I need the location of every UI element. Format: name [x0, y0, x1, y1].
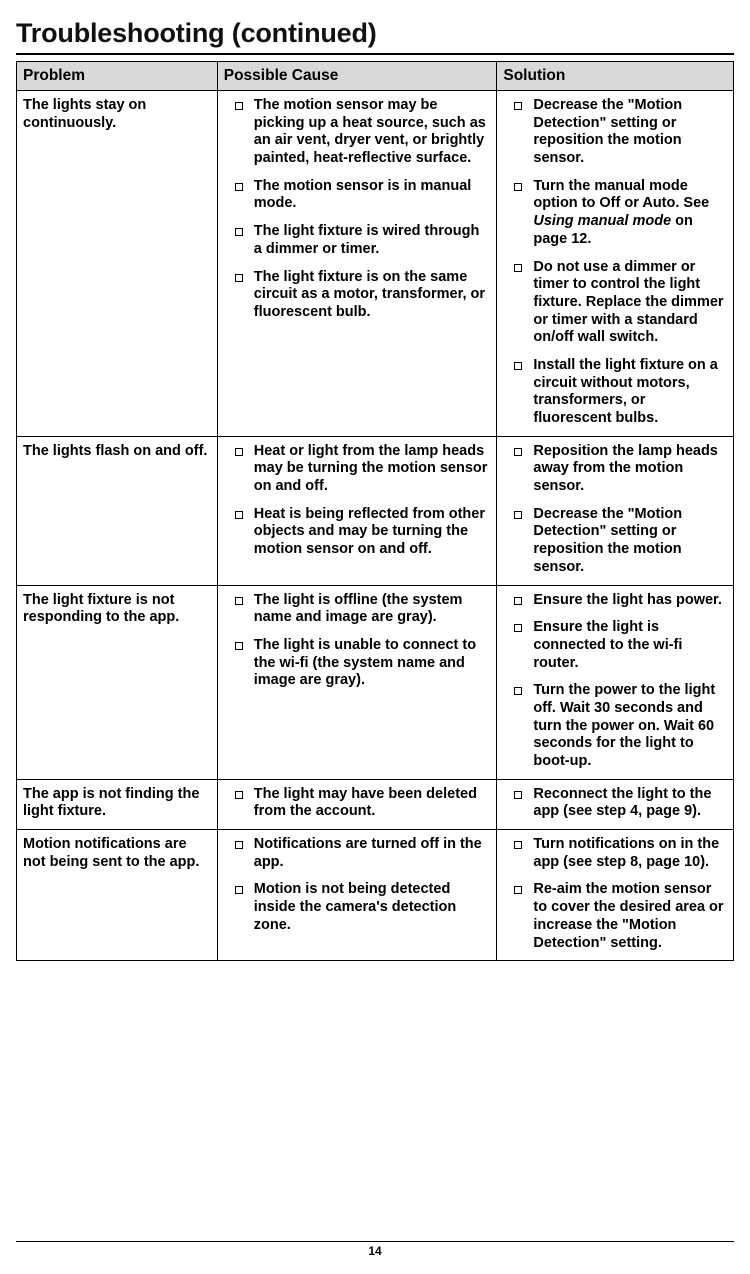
list-item: Decrease the "Motion Detection" setting … [503, 97, 727, 168]
list-item: The motion sensor may be picking up a he… [224, 97, 491, 168]
troubleshooting-table: Problem Possible Cause Solution The ligh… [16, 61, 734, 961]
list-item: Turn the power to the light off. Wait 30… [503, 682, 727, 770]
cause-list: Notifications are turned off in the app.… [224, 836, 491, 934]
problem-text: Motion notifications are not being sent … [23, 836, 211, 871]
cell-cause: Heat or light from the lamp heads may be… [217, 436, 497, 585]
page-title: Troubleshooting (continued) [16, 18, 734, 55]
table-row: The app is not finding the light fixture… [17, 779, 734, 829]
list-item: Heat is being reflected from other objec… [224, 506, 491, 559]
cell-cause: The light may have been deleted from the… [217, 779, 497, 829]
list-item: Decrease the "Motion Detection" setting … [503, 506, 727, 577]
page-number: 14 [16, 1244, 734, 1264]
cell-solution: Reconnect the light to the app (see step… [497, 779, 734, 829]
page-container: Troubleshooting (continued) Problem Poss… [0, 0, 750, 1274]
list-item: Reposition the lamp heads away from the … [503, 443, 727, 496]
cell-problem: The light fixture is not responding to t… [17, 585, 218, 779]
footer-rule [16, 1241, 734, 1242]
list-item: Reconnect the light to the app (see step… [503, 786, 727, 821]
list-item: Re-aim the motion sensor to cover the de… [503, 881, 727, 952]
problem-text: The lights stay on continuously. [23, 97, 211, 132]
cell-cause: The motion sensor may be picking up a he… [217, 91, 497, 437]
list-item: The motion sensor is in manual mode. [224, 178, 491, 213]
table-row: The lights flash on and off. Heat or ligh… [17, 436, 734, 585]
cell-problem: The app is not finding the light fixture… [17, 779, 218, 829]
list-item: Heat or light from the lamp heads may be… [224, 443, 491, 496]
solution-list: Turn notifications on in the app (see st… [503, 836, 727, 952]
list-item: The light may have been deleted from the… [224, 786, 491, 821]
list-item: Notifications are turned off in the app. [224, 836, 491, 871]
cell-cause: The light is offline (the system name an… [217, 585, 497, 779]
table-row: The light fixture is not responding to t… [17, 585, 734, 779]
solution-list: Decrease the "Motion Detection" setting … [503, 97, 727, 428]
list-item: Install the light fixture on a circuit w… [503, 357, 727, 428]
solution-list: Reposition the lamp heads away from the … [503, 443, 727, 577]
table-header-row: Problem Possible Cause Solution [17, 62, 734, 91]
table-body: The lights stay on continuously. The moti… [17, 91, 734, 961]
list-item: The light fixture is wired through a dim… [224, 223, 491, 258]
cell-problem: The lights stay on continuously. [17, 91, 218, 437]
cell-solution: Decrease the "Motion Detection" setting … [497, 91, 734, 437]
cell-problem: Motion notifications are not being sent … [17, 830, 218, 961]
list-item: Motion is not being detected inside the … [224, 881, 491, 934]
cause-list: The motion sensor may be picking up a he… [224, 97, 491, 322]
list-item: Do not use a dimmer or timer to control … [503, 259, 727, 347]
list-item: Turn the manual mode option to Off or Au… [503, 178, 727, 249]
table-row: Motion notifications are not being sent … [17, 830, 734, 961]
cell-cause: Notifications are turned off in the app.… [217, 830, 497, 961]
header-problem: Problem [17, 62, 218, 91]
cause-list: The light may have been deleted from the… [224, 786, 491, 821]
cell-solution: Ensure the light has power. Ensure the li… [497, 585, 734, 779]
list-item: Turn notifications on in the app (see st… [503, 836, 727, 871]
list-item: The light is offline (the system name an… [224, 592, 491, 627]
solution-list: Ensure the light has power. Ensure the li… [503, 592, 727, 771]
cell-solution: Reposition the lamp heads away from the … [497, 436, 734, 585]
cell-problem: The lights flash on and off. [17, 436, 218, 585]
problem-text: The lights flash on and off. [23, 443, 211, 461]
problem-text: The app is not finding the light fixture… [23, 786, 211, 821]
cause-list: Heat or light from the lamp heads may be… [224, 443, 491, 559]
list-item: The light is unable to connect to the wi… [224, 637, 491, 690]
header-cause: Possible Cause [217, 62, 497, 91]
solution-list: Reconnect the light to the app (see step… [503, 786, 727, 821]
cell-solution: Turn notifications on in the app (see st… [497, 830, 734, 961]
list-item: Ensure the light is connected to the wi-… [503, 619, 727, 672]
header-solution: Solution [497, 62, 734, 91]
list-item: The light fixture is on the same circuit… [224, 269, 491, 322]
table-row: The lights stay on continuously. The moti… [17, 91, 734, 437]
cause-list: The light is offline (the system name an… [224, 592, 491, 690]
list-item: Ensure the light has power. [503, 592, 727, 610]
problem-text: The light fixture is not responding to t… [23, 592, 211, 627]
